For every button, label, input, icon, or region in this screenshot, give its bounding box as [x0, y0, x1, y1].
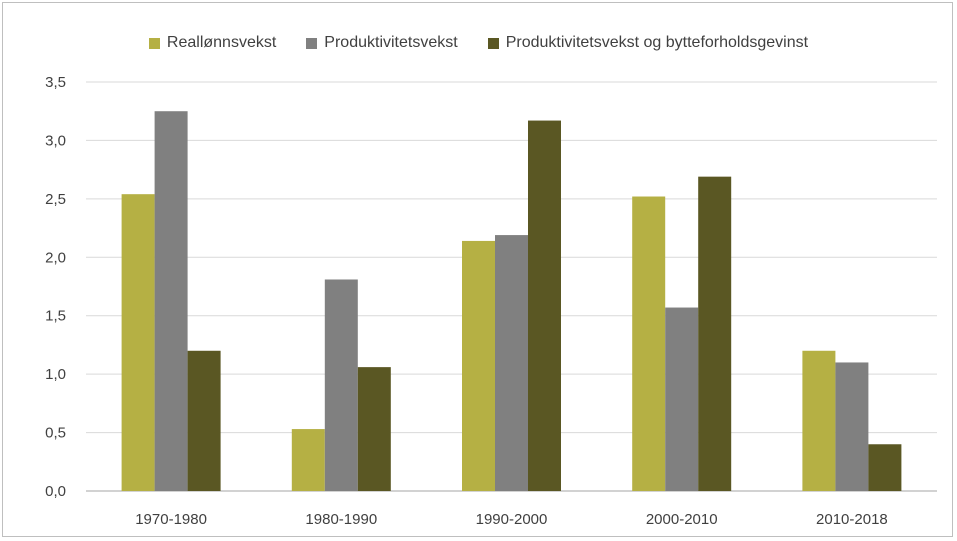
y-tick-label: 2,0 — [45, 249, 66, 266]
bar-produktivitetsvekst-og-bytteforholdsgevinst-1970-1980 — [187, 350, 221, 491]
legend-item-reallonnsvekst: Reallønnsvekst — [148, 34, 277, 52]
legend-label-produktivitetsvekst: Produktivitetsvekst — [324, 34, 458, 51]
bar-reall-nnsvekst-1970-1980 — [121, 194, 155, 491]
bar-produktivitetsvekst-2000-2010 — [665, 307, 699, 491]
bars — [121, 111, 902, 491]
bar-produktivitetsvekst-1970-1980 — [154, 111, 188, 491]
y-tick-label: 3,0 — [45, 132, 66, 149]
x-tick-label: 1990-2000 — [476, 511, 548, 528]
x-tick-label: 2000-2010 — [646, 511, 718, 528]
bar-reall-nnsvekst-1980-1990 — [291, 429, 325, 491]
y-axis-ticks: 0,0 0,5 1,0 1,5 2,0 2,5 3,0 3,5 — [45, 74, 66, 500]
y-tick-label: 1,5 — [45, 308, 66, 325]
bar-produktivitetsvekst-1980-1990 — [324, 279, 358, 491]
y-tick-label: 1,0 — [45, 366, 66, 383]
bar-produktivitetsvekst-2010-2018 — [835, 362, 869, 491]
legend-label-bytteforhold: Produktivitetsvekst og bytteforholdsgevi… — [505, 34, 809, 51]
y-tick-label: 0,5 — [45, 425, 66, 442]
y-tick-label: 0,0 — [45, 483, 66, 500]
legend: Reallønnsvekst Produktivitetsvekst Produ… — [0, 34, 957, 52]
bar-produktivitetsvekst-og-bytteforholdsgevinst-2000-2010 — [698, 176, 732, 491]
y-tick-label: 3,5 — [45, 74, 66, 91]
bar-reall-nnsvekst-1990-2000 — [462, 240, 495, 491]
legend-swatch-reallonnsvekst — [148, 37, 160, 49]
bar-reall-nnsvekst-2010-2018 — [802, 350, 836, 491]
bar-reall-nnsvekst-2000-2010 — [632, 196, 666, 491]
bar-produktivitetsvekst-og-bytteforholdsgevinst-2010-2018 — [868, 444, 902, 491]
y-tick-label: 2,5 — [45, 191, 66, 208]
bar-produktivitetsvekst-og-bytteforholdsgevinst-1990-2000 — [528, 120, 561, 491]
legend-swatch-produktivitetsvekst — [306, 37, 318, 49]
x-tick-label: 2010-2018 — [816, 511, 888, 528]
legend-label-reallonnsvekst: Reallønnsvekst — [166, 34, 277, 51]
legend-item-produktivitetsvekst: Produktivitetsvekst — [306, 34, 458, 52]
x-tick-label: 1970-1980 — [135, 511, 207, 528]
x-tick-label: 1980-1990 — [305, 511, 377, 528]
bar-produktivitetsvekst-1990-2000 — [495, 235, 528, 491]
bar-produktivitetsvekst-og-bytteforholdsgevinst-1980-1990 — [357, 367, 391, 491]
legend-item-bytteforhold: Produktivitetsvekst og bytteforholdsgevi… — [487, 34, 809, 52]
x-axis-ticks: 1970-1980 1980-1990 1990-2000 2000-2010 2010… — [135, 511, 888, 528]
legend-swatch-bytteforhold — [487, 37, 499, 49]
